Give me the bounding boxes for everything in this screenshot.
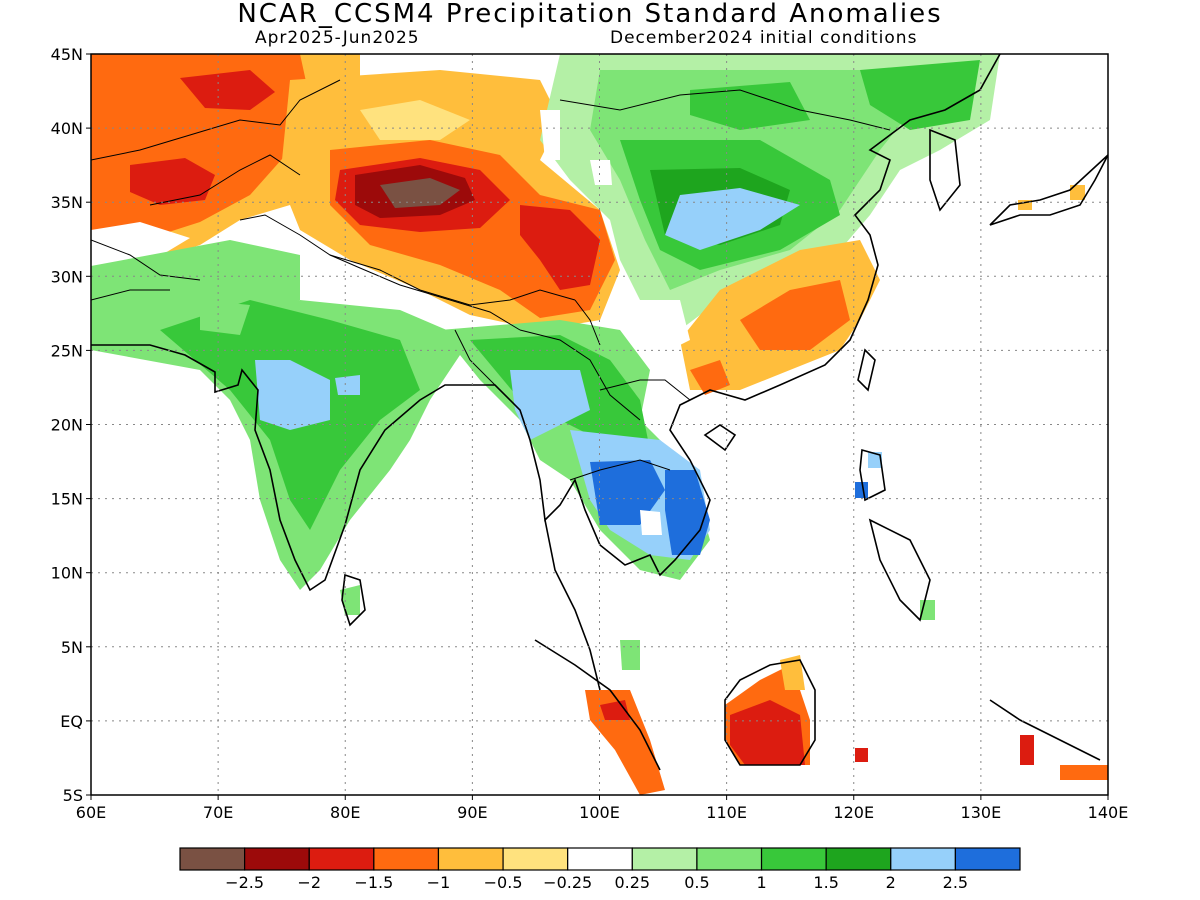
valid-period: Apr2025-Jun2025	[255, 28, 420, 48]
lat-label: 45N	[51, 45, 83, 64]
legend-swatch	[954, 847, 1021, 871]
lat-label: 5S	[63, 786, 83, 805]
lat-label: 5N	[61, 638, 83, 657]
axis-ticks	[86, 53, 1109, 800]
legend-label: 2	[886, 873, 896, 892]
legend-label: −1.5	[354, 873, 393, 892]
map-frame	[90, 53, 1109, 796]
lat-label: 15N	[51, 490, 83, 509]
initial-conditions: December2024 initial conditions	[610, 28, 918, 48]
legend-swatch	[502, 847, 569, 871]
legend-swatch	[696, 847, 763, 871]
lon-label: 110E	[706, 803, 747, 822]
country-borders	[91, 79, 891, 481]
legend-label: −2.5	[225, 873, 264, 892]
legend-swatch	[825, 847, 892, 871]
legend-swatch	[567, 847, 633, 871]
anomaly-fields	[91, 54, 1108, 795]
legend-swatch	[890, 847, 956, 871]
latitude-labels: 45N 40N 35N 30N 25N 20N 15N 10N 5N EQ 5S	[51, 45, 83, 805]
map-title: NCAR_CCSM4 Precipitation Standard Anomal…	[237, 0, 943, 29]
lat-label: 20N	[51, 416, 83, 435]
lon-label: 70E	[203, 803, 233, 822]
lon-label: 100E	[579, 803, 620, 822]
lon-label: 60E	[76, 803, 106, 822]
lon-label: 120E	[833, 803, 874, 822]
legend-label: 0.5	[684, 873, 709, 892]
legend-swatch	[179, 847, 246, 871]
lon-label: 140E	[1088, 803, 1129, 822]
lat-lon-grid	[91, 54, 1108, 795]
lon-label: 90E	[457, 803, 487, 822]
legend-swatch	[308, 847, 375, 871]
lat-label: 10N	[51, 564, 83, 583]
lon-label: 80E	[330, 803, 360, 822]
legend-swatch	[760, 847, 827, 871]
lat-label: 25N	[51, 341, 83, 360]
lat-label: EQ	[60, 712, 83, 731]
legend-swatch	[244, 847, 310, 871]
legend-label: −2	[297, 873, 321, 892]
legend-swatch	[437, 847, 504, 871]
legend-label: −0.25	[543, 873, 592, 892]
legend-label: 1	[756, 873, 766, 892]
color-legend: −2.5 −2 −1.5 −1 −0.5 −0.25 0.25 0.5 1 1.5 2 2.5	[179, 847, 1021, 892]
lon-label: 130E	[961, 803, 1002, 822]
legend-label: 2.5	[943, 873, 968, 892]
legend-label: −1	[427, 873, 451, 892]
legend-swatch	[631, 847, 698, 871]
lat-label: 40N	[51, 119, 83, 138]
lat-label: 30N	[51, 267, 83, 286]
legend-label: 0.25	[614, 873, 650, 892]
legend-label: −0.5	[484, 873, 523, 892]
coastlines	[91, 54, 1108, 771]
longitude-labels: 60E 70E 80E 90E 100E 110E 120E 130E 140E	[76, 803, 1129, 822]
legend-swatch	[373, 847, 440, 871]
legend-label: 1.5	[813, 873, 838, 892]
lat-label: 35N	[51, 193, 83, 212]
